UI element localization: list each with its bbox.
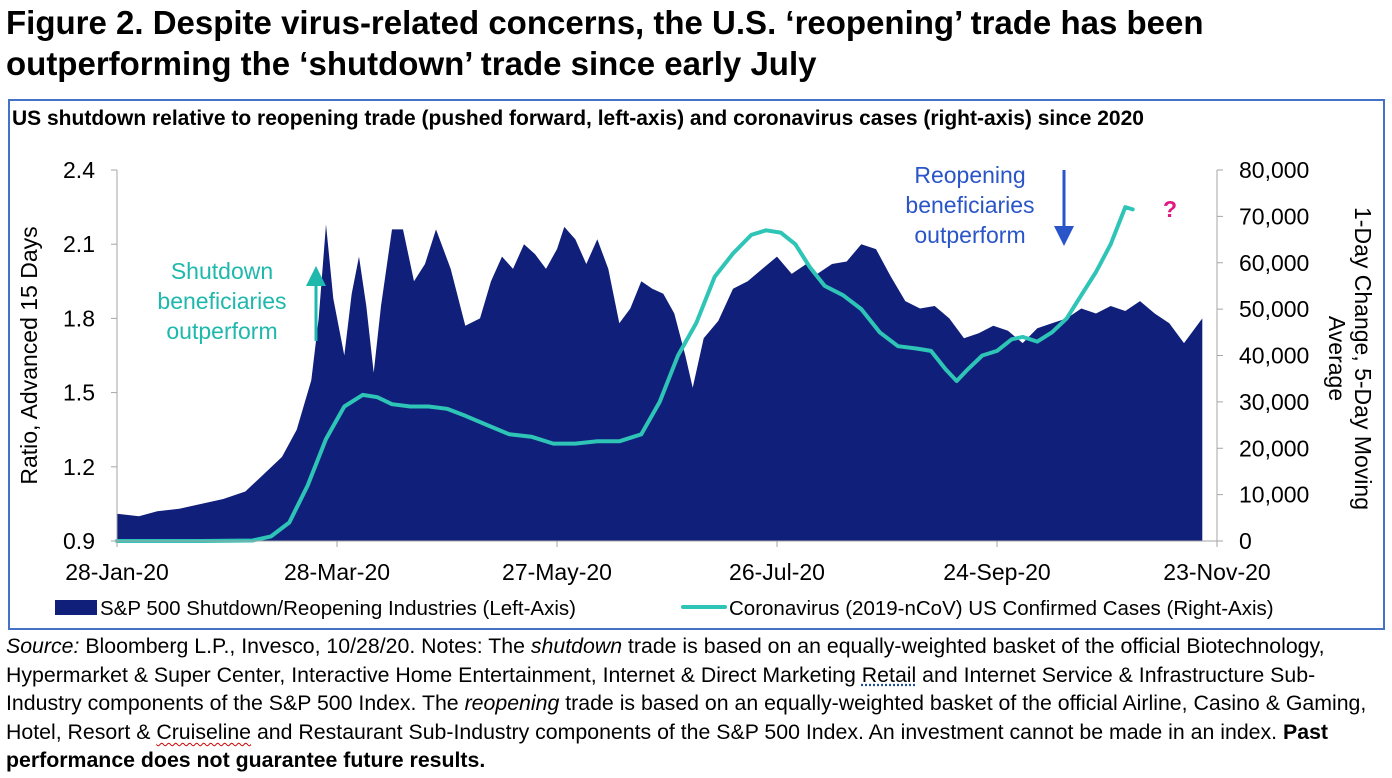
x-tick-label: 24-Sep-20 [943,559,1050,585]
left-axis-title: Ratio, Advanced 15 Days [16,226,42,484]
right-tick-label: 80,000 [1239,157,1309,183]
x-tick-label: 28-Jan-20 [65,559,169,585]
right-tick-label: 70,000 [1239,203,1309,229]
axes: 0.9 1.2 1.5 1.8 2.1 2.4 0 10,000 20,000 30,000 40,… [16,157,1376,585]
reopening-word: reopening [464,691,560,716]
annotations: Shutdown beneficiaries outperform Reopening… [157,162,1177,344]
question-mark: ? [1163,196,1177,222]
cruiseline-word: Cruiseline [156,719,252,744]
source-text-5: and Restaurant Sub-Industry components o… [251,719,1284,744]
source-note: Source: Bloomberg L.P., Invesco, 10/28/2… [6,632,1386,775]
disclaimer: Past performance does not guarantee futu… [6,719,1329,773]
shutdown-arrow-head [306,266,326,286]
legend: S&P 500 Shutdown/Reopening Industries (L… [55,597,1274,620]
right-tick-label: 40,000 [1239,343,1309,369]
figure-title: Figure 2. Despite virus-related concerns… [6,4,1204,82]
x-tick-label: 23-Nov-20 [1163,559,1270,585]
shutdown-annotation-line: Shutdown [171,258,273,284]
x-tick-label: 26-Jul-20 [729,559,825,585]
left-tick-label: 2.4 [63,157,95,183]
shutdown-reopening-area [117,224,1203,541]
legend-area-label: S&P 500 Shutdown/Reopening Industries (L… [100,597,576,620]
reopening-arrow-head [1054,226,1074,246]
plot-area [115,205,1203,543]
right-tick-label: 10,000 [1239,482,1309,508]
right-axis-title: 1-Day Change, 5-Day MovingAverage [1324,207,1376,510]
shutdown-annotation-line: beneficiaries [157,288,286,314]
right-tick-label: 60,000 [1239,250,1309,276]
left-tick-label: 1.5 [63,380,95,406]
legend-area-swatch [55,600,97,615]
reopening-annotation-line: Reopening [914,162,1025,188]
source-text-2: trade is based on an equally-weighted ba… [6,634,1325,687]
source-text-4: trade is based on an equally-weighted ba… [6,691,1367,744]
right-tick-label: 0 [1239,528,1252,554]
source-text-1: Bloomberg L.P., Invesco, 10/28/20. Notes… [79,634,531,658]
chart-frame [8,99,1385,630]
legend-line-label: Coronavirus (2019-nCoV) US Confirmed Cas… [729,597,1274,620]
right-tick-label: 20,000 [1239,435,1309,461]
left-tick-label: 2.1 [63,231,95,257]
reopening-annotation-line: beneficiaries [905,192,1034,218]
shutdown-annotation-line: outperform [166,318,277,344]
source-label: Source: [6,634,80,658]
x-tick-label: 27-May-20 [502,559,612,585]
coronavirus-cases-line [115,205,1135,543]
right-tick-label: 30,000 [1239,389,1309,415]
shutdown-word: shutdown [530,634,623,658]
left-tick-label: 1.2 [63,454,95,480]
source-text-3: and Internet Service & Infrastructure Su… [6,662,1316,716]
retail-word: Retail [861,662,917,687]
chart: 0.9 1.2 1.5 1.8 2.1 2.4 0 10,000 20,000 30,000 40,… [16,157,1376,620]
chart-title: US shutdown relative to reopening trade … [12,107,1144,130]
reopening-annotation-line: outperform [914,222,1025,248]
right-axis-title-line-1: 1-Day Change, 5-Day Moving [1350,207,1376,510]
left-tick-label: 1.8 [63,305,95,331]
right-tick-label: 50,000 [1239,296,1309,322]
x-tick-label: 28-Mar-20 [284,559,390,585]
right-axis-title-line-2: Average [1324,316,1350,401]
left-tick-label: 0.9 [63,528,95,554]
